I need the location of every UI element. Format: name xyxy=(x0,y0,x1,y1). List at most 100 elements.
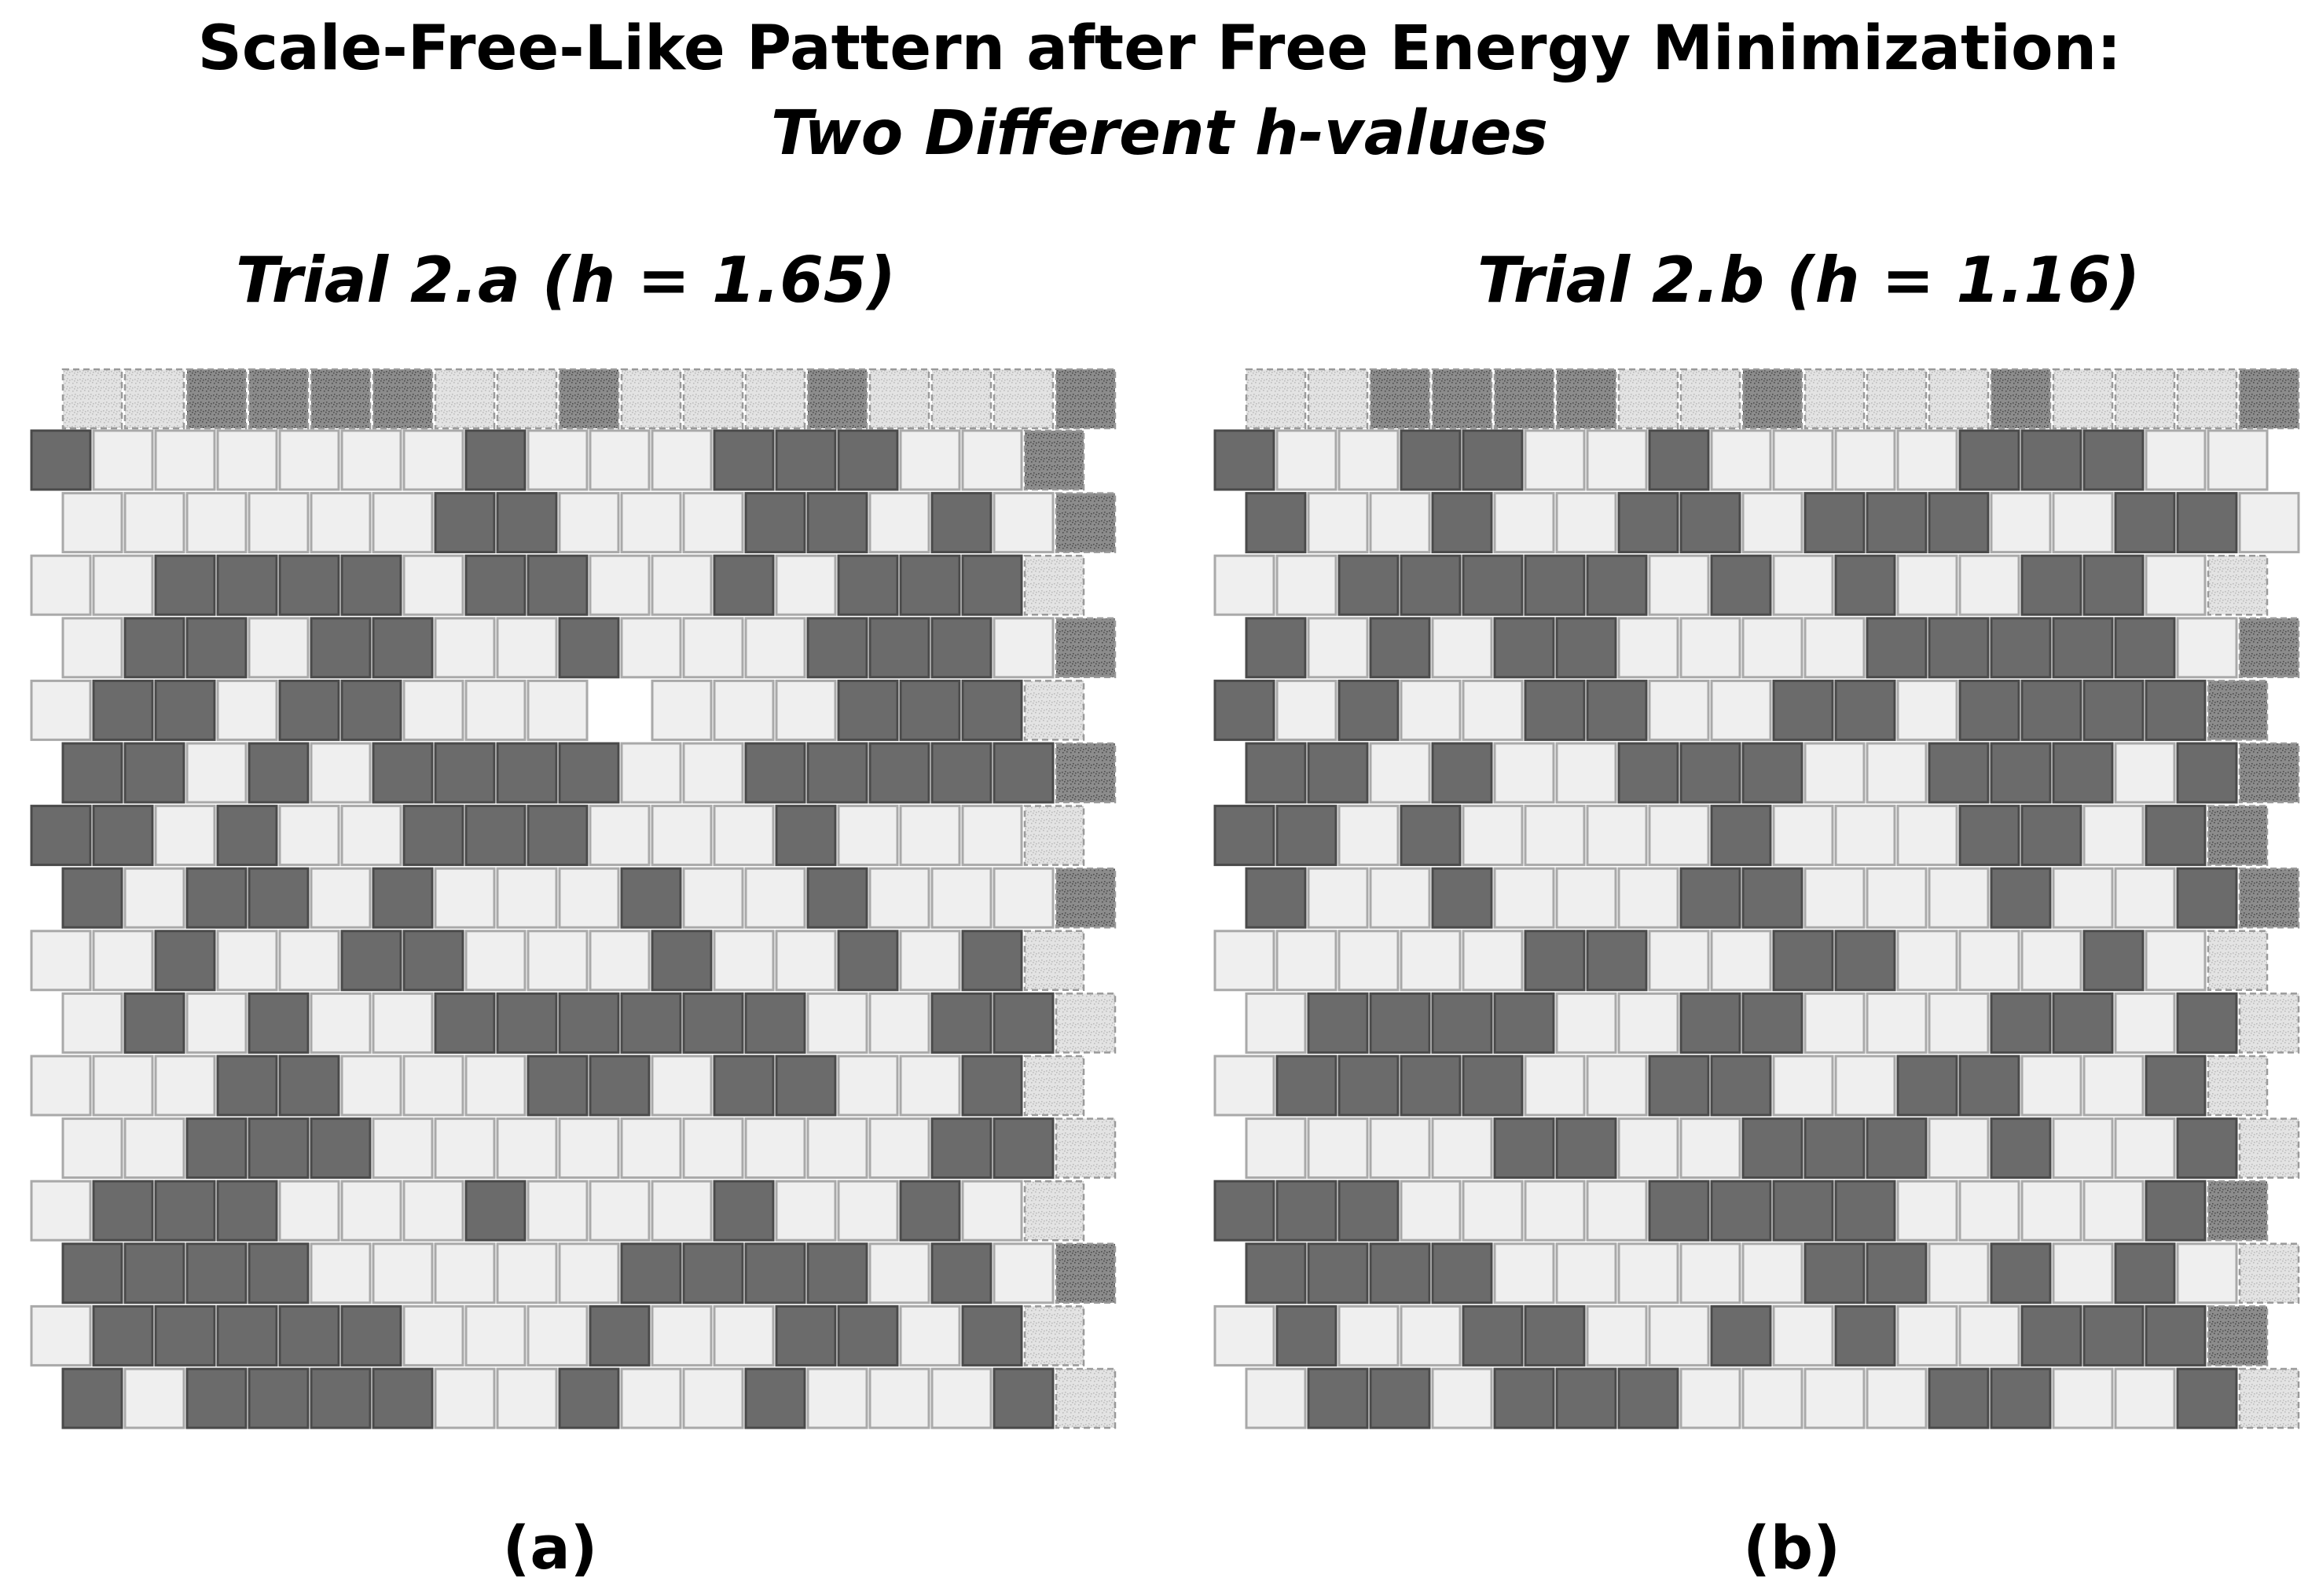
dark-tile xyxy=(1866,1117,1928,1180)
light-tile xyxy=(713,1304,775,1367)
boundary-tile-top xyxy=(2176,368,2238,430)
dark-tile xyxy=(30,805,92,867)
dark-tile xyxy=(61,1242,123,1304)
dark-tile xyxy=(1958,429,2020,491)
dark-tile xyxy=(1337,679,1400,741)
dark-tile xyxy=(775,429,837,491)
dark-tile xyxy=(744,1242,806,1304)
dark-tile xyxy=(1866,617,1928,679)
dark-tile xyxy=(1493,992,1555,1054)
light-tile xyxy=(2052,1242,2114,1304)
dark-tile xyxy=(248,1242,310,1304)
light-tile xyxy=(154,429,216,491)
dark-tile xyxy=(2114,492,2176,554)
light-tile xyxy=(464,930,527,992)
dark-tile xyxy=(61,742,123,804)
boundary-tile-top xyxy=(1369,368,1431,430)
light-tile xyxy=(402,1304,464,1367)
dark-tile xyxy=(1275,1304,1337,1367)
dark-tile xyxy=(837,429,899,491)
dark-tile xyxy=(2145,679,2207,741)
light-tile xyxy=(589,805,651,867)
dark-tile xyxy=(1990,617,2052,679)
panel-a-title: Trial 2.a (h = 1.65) xyxy=(236,244,896,317)
dark-tile xyxy=(1710,1304,1772,1367)
light-tile xyxy=(930,1367,993,1429)
dark-tile xyxy=(496,992,558,1054)
light-tile xyxy=(589,1180,651,1242)
dark-tile xyxy=(372,867,434,929)
dark-tile xyxy=(527,554,589,616)
light-tile xyxy=(185,742,248,804)
light-tile xyxy=(1679,1242,1741,1304)
light-tile xyxy=(248,617,310,679)
boundary-tile-top xyxy=(61,368,123,430)
boundary-tile-top xyxy=(1990,368,2052,430)
light-tile xyxy=(1803,992,1866,1054)
light-tile xyxy=(1245,992,1307,1054)
light-tile xyxy=(1586,805,1648,867)
dark-tile xyxy=(372,742,434,804)
dark-tile xyxy=(930,992,993,1054)
boundary-tile-right xyxy=(1023,1055,1085,1117)
light-tile xyxy=(1493,1242,1555,1304)
dark-tile xyxy=(1369,1242,1431,1304)
light-tile xyxy=(1741,492,1803,554)
dark-tile xyxy=(1928,1367,1990,1429)
boundary-tile-top xyxy=(2114,368,2176,430)
dark-tile xyxy=(402,930,464,992)
light-tile xyxy=(1617,1242,1679,1304)
boundary-tile-right xyxy=(1023,930,1085,992)
light-tile xyxy=(1741,617,1803,679)
dark-tile xyxy=(1586,930,1648,992)
light-tile xyxy=(2145,554,2207,616)
light-tile xyxy=(278,930,340,992)
dark-tile xyxy=(589,1055,651,1117)
light-tile xyxy=(340,805,402,867)
dark-tile xyxy=(1710,1180,1772,1242)
dark-tile xyxy=(464,805,527,867)
dark-tile xyxy=(1431,867,1493,929)
boundary-tile-top xyxy=(248,368,310,430)
light-tile xyxy=(1337,805,1400,867)
dark-tile xyxy=(1928,492,1990,554)
boundary-tile-right xyxy=(2238,617,2300,679)
light-tile xyxy=(1648,679,1710,741)
dark-tile xyxy=(2082,930,2145,992)
light-tile xyxy=(1710,429,1772,491)
light-tile xyxy=(868,1117,930,1180)
light-tile xyxy=(1524,1180,1586,1242)
light-tile xyxy=(1337,1304,1400,1367)
light-tile xyxy=(30,930,92,992)
boundary-tile-right xyxy=(1055,867,1117,929)
dark-tile xyxy=(1741,992,1803,1054)
dark-tile xyxy=(713,1180,775,1242)
dark-tile xyxy=(558,742,620,804)
boundary-tile-top xyxy=(1679,368,1741,430)
light-tile xyxy=(402,679,464,741)
light-tile xyxy=(1337,930,1400,992)
dark-tile xyxy=(1524,679,1586,741)
light-tile xyxy=(464,1304,527,1367)
light-tile xyxy=(1896,679,1958,741)
dark-tile xyxy=(1369,992,1431,1054)
light-tile xyxy=(1493,742,1555,804)
light-tile xyxy=(123,1117,185,1180)
light-tile xyxy=(434,1367,496,1429)
dark-tile xyxy=(1772,930,1834,992)
dark-tile xyxy=(1803,1117,1866,1180)
light-tile xyxy=(527,429,589,491)
light-tile xyxy=(589,930,651,992)
light-tile xyxy=(1245,1117,1307,1180)
boundary-tile-right xyxy=(1023,429,1085,491)
dark-tile xyxy=(1866,1242,1928,1304)
dark-tile xyxy=(216,1180,278,1242)
dark-tile xyxy=(185,1242,248,1304)
light-tile xyxy=(1213,1055,1275,1117)
dark-tile xyxy=(154,930,216,992)
light-tile xyxy=(1617,1117,1679,1180)
boundary-tile-right xyxy=(2238,867,2300,929)
dark-tile xyxy=(1555,1117,1617,1180)
boundary-tile-top xyxy=(930,368,993,430)
light-tile xyxy=(682,1367,744,1429)
